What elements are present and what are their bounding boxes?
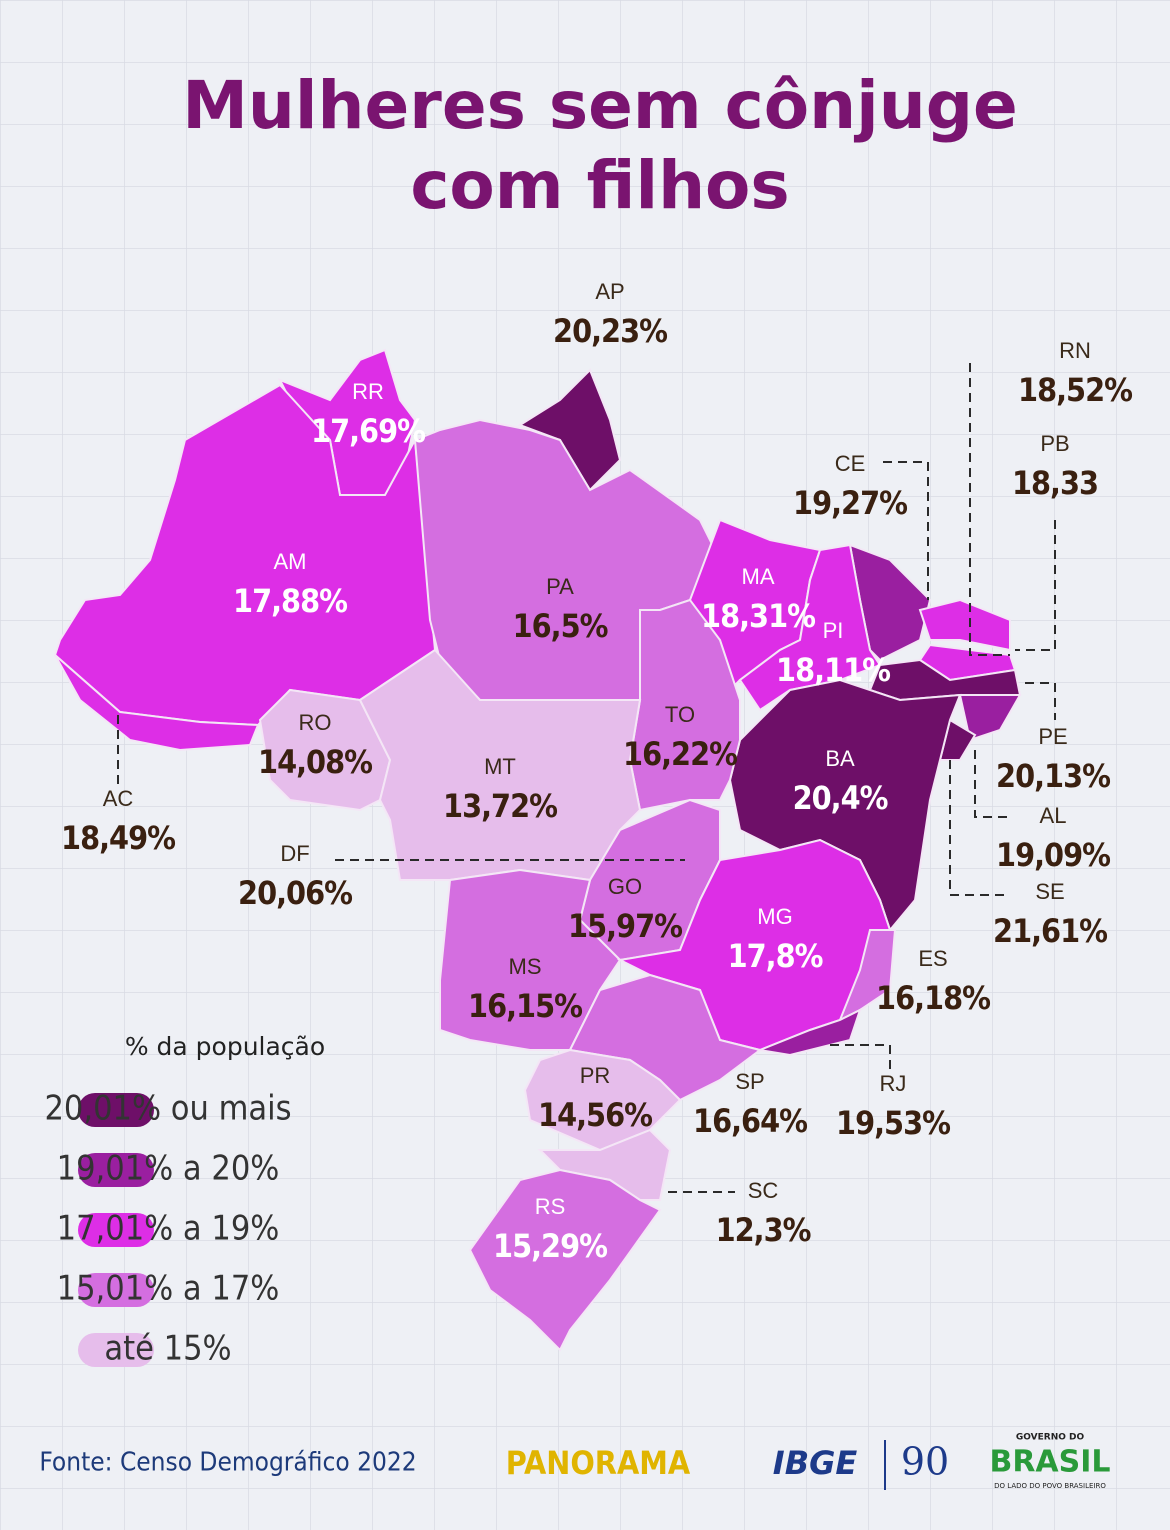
state-abbr: RJ xyxy=(880,1071,907,1096)
leaders xyxy=(117,363,1056,1193)
state-abbr: GO xyxy=(608,874,642,899)
state-abbr: AP xyxy=(595,279,624,304)
state-abbr: PA xyxy=(546,574,574,599)
title: Mulheres sem cônjuge xyxy=(182,67,1017,144)
state-value: 12,3% xyxy=(716,1211,811,1249)
state-value: 20,4% xyxy=(793,779,888,817)
state-abbr: RN xyxy=(1059,338,1091,363)
state-abbr: SE xyxy=(1035,879,1064,904)
legend-label: até 15% xyxy=(104,1329,231,1369)
state-value: 14,08% xyxy=(258,743,372,781)
state-abbr: AM xyxy=(274,549,307,574)
state-value: 18,52% xyxy=(1018,371,1132,409)
state-value: 13,72% xyxy=(443,787,557,825)
state-abbr: AL xyxy=(1040,803,1067,828)
state-abbr: PB xyxy=(1040,431,1069,456)
state-value: 15,97% xyxy=(568,907,682,945)
legend-label: 19,01% a 20% xyxy=(57,1149,280,1189)
state-value: 18,31% xyxy=(701,597,815,635)
state-value: 21,61% xyxy=(993,912,1107,950)
state-value: 20,13% xyxy=(996,757,1110,795)
state-value: 16,15% xyxy=(468,987,582,1025)
state-abbr: PI xyxy=(823,618,844,643)
state-value: 17,8% xyxy=(728,937,823,975)
legend: 20,01% ou mais 19,01% a 20% 17,01% a 19% 15… xyxy=(44,1089,291,1369)
state-abbr: MG xyxy=(757,904,792,929)
state xyxy=(54,654,260,752)
source: Fonte: Censo Demográfico 2022 xyxy=(39,1448,416,1478)
state-value: 18,49% xyxy=(61,819,175,857)
state-abbr: AC xyxy=(103,786,134,811)
legend-swatch xyxy=(78,1273,154,1307)
state xyxy=(756,1008,862,1057)
logo-90: 90 xyxy=(901,1440,949,1484)
logo-tagline: DO LADO DO POVO BRASILEIRO xyxy=(994,1482,1106,1490)
state-abbr: PR xyxy=(580,1063,611,1088)
state-abbr: MS xyxy=(509,954,542,979)
state-abbr: RR xyxy=(352,379,384,404)
state-abbr: DF xyxy=(280,841,309,866)
state-value: 19,27% xyxy=(793,484,907,522)
state-abbr: SP xyxy=(735,1069,764,1094)
state-value: 18,33 xyxy=(1012,464,1098,502)
state xyxy=(468,1168,662,1352)
state-abbr: PE xyxy=(1038,724,1067,749)
legend-label: 17,01% a 19% xyxy=(57,1209,280,1249)
logo-gov: GOVERNO DO xyxy=(1016,1433,1085,1443)
state-value: 18,11% xyxy=(776,651,890,689)
logo-ibge: IBGE xyxy=(773,1444,858,1482)
state-abbr: SC xyxy=(748,1178,779,1203)
state-abbr: ES xyxy=(918,946,947,971)
legend-label: 20,01% ou mais xyxy=(44,1089,291,1129)
logo-brasil: BRASIL xyxy=(989,1445,1110,1480)
state-value: 16,64% xyxy=(693,1102,807,1140)
state-value: 16,18% xyxy=(876,979,990,1017)
state-value: 16,5% xyxy=(513,607,608,645)
state-abbr: MA xyxy=(742,564,775,589)
state xyxy=(918,598,1011,652)
state xyxy=(523,1048,682,1152)
state-value: 15,29% xyxy=(493,1227,607,1265)
state-abbr: CE xyxy=(835,451,866,476)
legend-swatch xyxy=(78,1093,154,1127)
state-value: 17,69% xyxy=(311,412,425,450)
map xyxy=(53,348,1022,1352)
state-abbr: RS xyxy=(535,1194,566,1219)
state-abbr: TO xyxy=(665,702,695,727)
logo-panorama: PANORAMA xyxy=(506,1444,691,1482)
state-value: 20,23% xyxy=(553,312,667,350)
state-value: 17,88% xyxy=(233,582,347,620)
state-abbr: BA xyxy=(825,746,855,771)
state xyxy=(728,678,962,933)
state-value: 19,53% xyxy=(836,1104,950,1142)
state-abbr: MT xyxy=(484,754,516,779)
legend-title: % da população xyxy=(125,1032,325,1061)
labels: RR 17,69% AP 20,23% AM 17,88% PA 16,5% MA 18,31% C… xyxy=(61,279,1133,1265)
legend-swatch xyxy=(78,1333,154,1367)
state xyxy=(958,694,1022,742)
legend-label: 15,01% a 17% xyxy=(57,1269,280,1309)
state-value: 20,06% xyxy=(238,874,352,912)
state-value: 19,09% xyxy=(996,836,1110,874)
state-abbr: RO xyxy=(299,710,332,735)
legend-swatch xyxy=(78,1213,154,1247)
legend-swatch xyxy=(78,1153,154,1187)
title: com filhos xyxy=(410,147,789,224)
state-value: 16,22% xyxy=(623,735,737,773)
state-value: 14,56% xyxy=(538,1096,652,1134)
